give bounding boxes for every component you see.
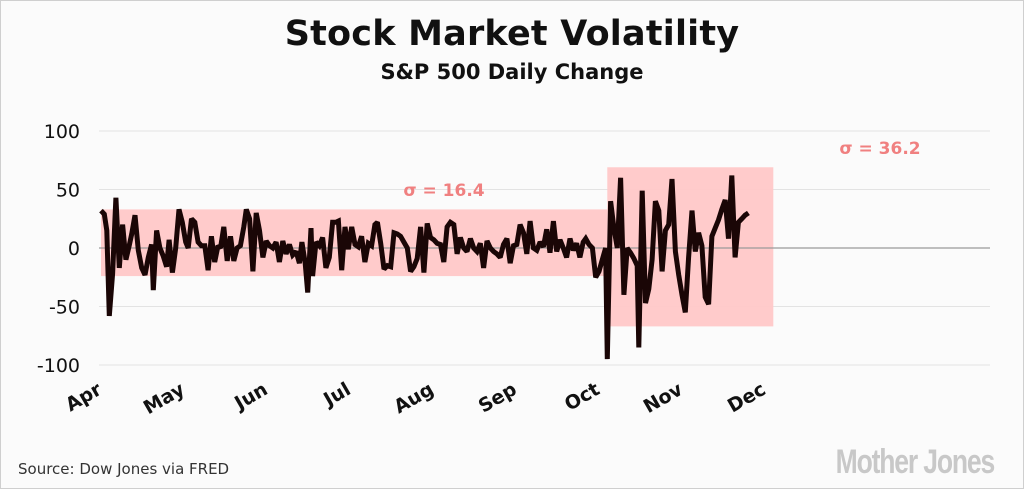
x-tick-label: May: [140, 378, 189, 419]
y-axis-ticks: 100 50 0 -50 -100: [37, 121, 80, 377]
chart-subtitle: S&P 500 Daily Change: [380, 60, 644, 84]
source-note: Source: Dow Jones via FRED: [18, 460, 230, 478]
band-sigma-label: σ = 16.4: [403, 181, 484, 201]
y-tick-label: 100: [44, 121, 80, 143]
x-axis-ticks: Apr May Jun Jul Aug Sep Oct Nov Dec: [62, 378, 770, 419]
y-tick-label: -100: [37, 355, 80, 377]
grid-lines: [99, 130, 990, 366]
x-tick-label: Dec: [724, 378, 770, 417]
y-tick-label: 50: [56, 180, 80, 202]
y-tick-label: 0: [68, 238, 80, 260]
band-annotations: σ = 16.4 σ = 36.2: [403, 139, 920, 201]
chart-title: Stock Market Volatility: [284, 14, 740, 54]
daily-change-line: [99, 175, 750, 360]
series-line: [99, 175, 750, 360]
mother-jones-logo: Mother Jones: [835, 443, 996, 481]
x-tick-label: Apr: [62, 378, 106, 416]
x-tick-label: Sep: [475, 378, 521, 417]
band-sigma-label: σ = 36.2: [839, 139, 920, 159]
x-tick-label: Nov: [640, 378, 687, 418]
x-tick-label: Oct: [561, 378, 604, 415]
y-tick-label: -50: [49, 297, 80, 319]
x-tick-label: Jul: [318, 378, 354, 412]
x-tick-label: Jun: [229, 378, 271, 415]
x-tick-label: Aug: [390, 378, 437, 418]
